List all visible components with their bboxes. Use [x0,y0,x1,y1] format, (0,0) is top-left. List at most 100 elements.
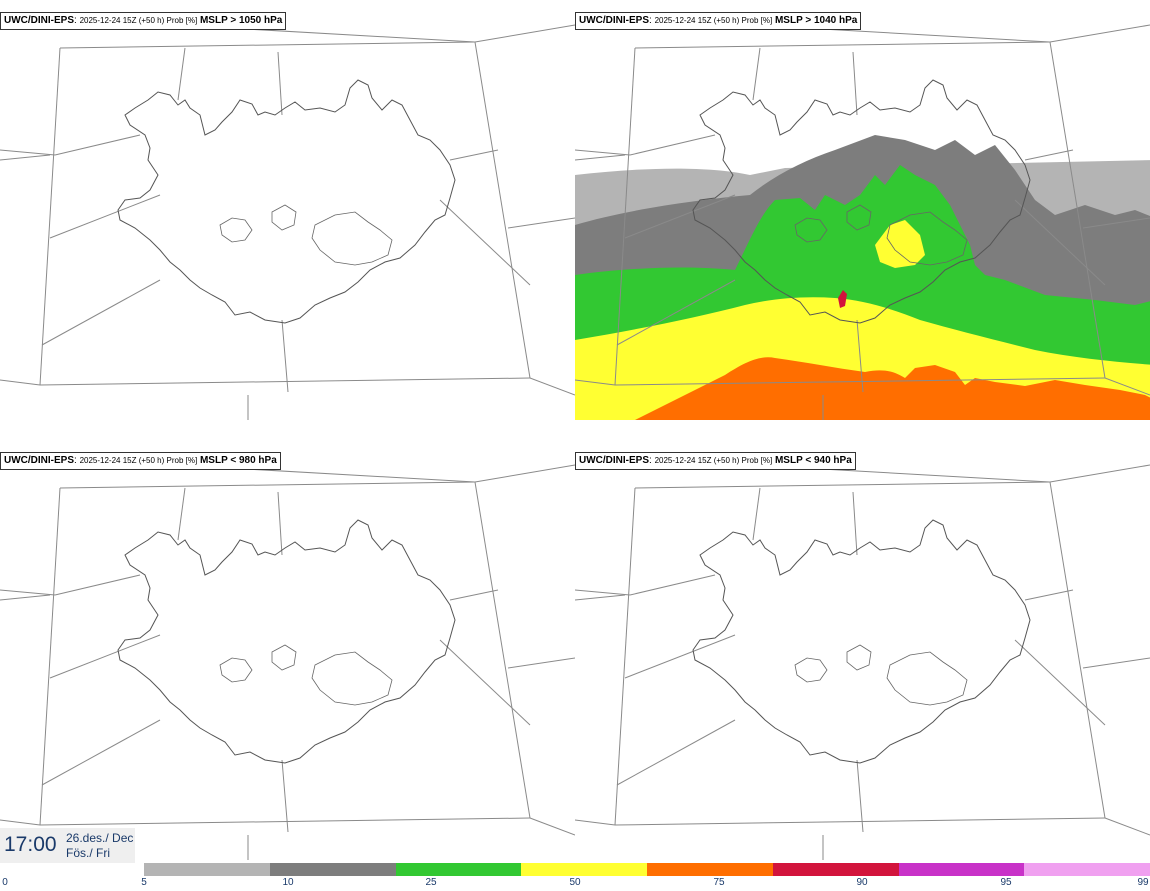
grid-line [575,149,631,156]
glacier-outline [219,657,253,683]
glacier-outline [794,657,828,683]
grid-line [1024,589,1074,601]
threshold-label: MSLP > 1050 hPa [199,15,283,26]
model-name: UWC/DINI-EPS [4,15,74,26]
run-info: 2025-12-24 15Z (+50 h) Prob [%] [654,16,773,25]
grid-line [54,134,141,156]
grid-line [59,41,476,49]
threshold-label: MSLP > 1040 hPa [774,15,858,26]
grid-line [0,589,56,596]
prob-band-50-75 [875,220,925,268]
grid-line [49,634,161,679]
grid-line [54,574,141,596]
grid-line [41,719,161,786]
coastline [692,79,1031,324]
grid-line [629,134,716,156]
panel-title: UWC/DINI-EPS: 2025-12-24 15Z (+50 h) Pro… [0,452,281,470]
grid-line [575,154,626,161]
grid-line [39,377,531,386]
grid-line [1024,149,1074,161]
grid-line [449,149,499,161]
grid-line [41,279,161,346]
model-name: UWC/DINI-EPS [4,455,74,466]
grid-line [529,377,575,396]
grid-line [449,589,499,601]
run-info: 2025-12-24 15Z (+50 h) Prob [%] [654,456,773,465]
grid-line [614,377,1106,386]
probability-field [575,135,1150,420]
colorbar-segment [395,863,522,876]
colorbar-tick-label: 90 [856,877,868,888]
map-panel-mslp-lt-980: UWC/DINI-EPS: 2025-12-24 15Z (+50 h) Pro… [0,440,575,860]
grid-line [1049,464,1150,483]
grid-line [474,481,531,819]
map-canvas [0,454,575,860]
grid-line [575,379,616,386]
panel-title: UWC/DINI-EPS: 2025-12-24 15Z (+50 h) Pro… [575,452,856,470]
colorbar-tick-label: 5 [141,877,147,888]
model-name: UWC/DINI-EPS [579,455,649,466]
grid-line [1104,377,1150,396]
grid-line [624,194,736,239]
model-name: UWC/DINI-EPS [579,15,649,26]
colorbar-tick-label: 95 [1000,877,1012,888]
grid-line [575,594,626,601]
colorbar-segment [144,863,270,876]
grid-line [277,51,283,116]
grid-line [59,481,476,489]
panel-title: UWC/DINI-EPS: 2025-12-24 15Z (+50 h) Pro… [575,12,862,30]
grid-line [49,194,161,239]
valid-time: 17:00 [4,833,57,856]
grid-line [616,279,736,346]
colorbar-tick-label: 50 [569,877,581,888]
glacier-outline [271,204,297,231]
glacier-outline [886,211,968,266]
glacier-outline [311,651,393,706]
colorbar-segment [521,863,647,876]
grid-line [852,51,858,116]
glacier-outline [311,211,393,266]
grid-line [1049,481,1106,819]
map-canvas [575,14,1150,420]
grid-line [634,481,1051,489]
grid-line [752,487,761,541]
grid-line [277,491,283,556]
grid-line [1049,24,1150,43]
grid-line [614,47,636,386]
valid-weekday: Fös./ Fri [66,846,110,860]
grid-line [39,487,61,826]
grid-line [616,719,736,786]
grid-line [1082,217,1150,229]
colorbar-segment [269,863,396,876]
probability-colorbar [144,863,1150,876]
grid-line [614,817,1106,826]
grid-line [624,634,736,679]
map-canvas [575,454,1150,860]
glacier-outline [846,644,872,671]
glacier-outline [219,217,253,243]
map-panel-mslp-lt-940: UWC/DINI-EPS: 2025-12-24 15Z (+50 h) Pro… [575,440,1150,860]
grid-line [39,47,61,386]
grid-line [634,41,1051,49]
basemap [0,14,575,420]
basemap [575,454,1150,860]
colorbar-tick-label: 75 [713,877,725,888]
panel-title: UWC/DINI-EPS: 2025-12-24 15Z (+50 h) Pro… [0,12,287,30]
grid-line [0,594,51,601]
grid-line [752,47,761,101]
threshold-label: MSLP < 940 hPa [774,455,852,466]
colorbar-tick-label: 25 [425,877,437,888]
colorbar-segment [898,863,1025,876]
run-info: 2025-12-24 15Z (+50 h) Prob [%] [79,456,198,465]
coastline [117,519,456,764]
grid-line [575,819,616,826]
prob-band-75-90 [635,357,1150,420]
grid-line [0,154,51,161]
glacier-outline [271,644,297,671]
colorbar-tick-label: 0 [2,877,8,888]
colorbar-segment [647,863,773,876]
colorbar-tick-label: 99 [1137,877,1149,888]
valid-time-box: 17:00 26.des./ Dec Fös./ Fri [0,828,135,863]
grid-line [529,817,575,836]
grid-line [856,759,864,833]
